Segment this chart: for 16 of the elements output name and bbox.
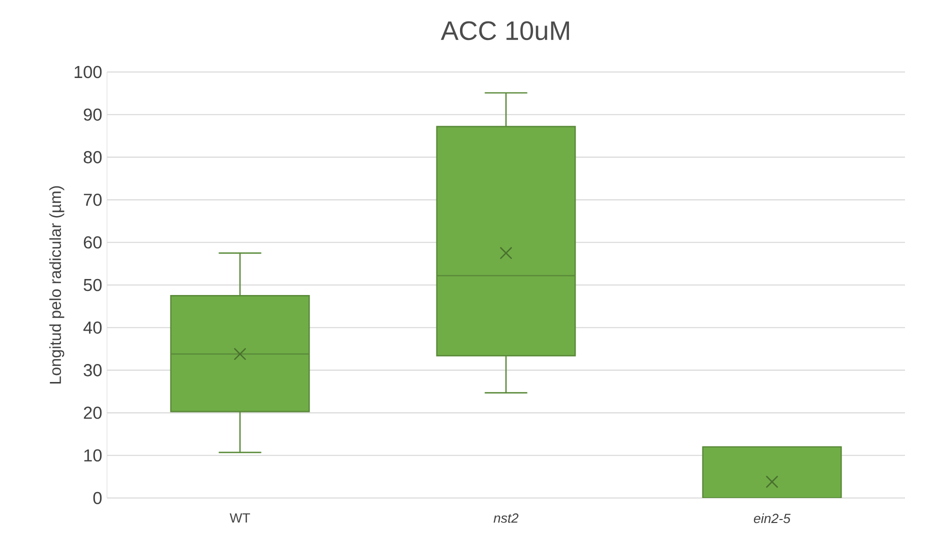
y-tick-label: 10 bbox=[84, 449, 102, 462]
y-tick-label: 100 bbox=[74, 66, 102, 78]
y-axis-title: Longitud pelo radicular (µm) bbox=[49, 186, 64, 384]
chart-title: ACC 10uM bbox=[440, 21, 569, 40]
y-tick-label: 20 bbox=[84, 406, 102, 419]
y-tick-label: 40 bbox=[83, 321, 102, 334]
x-tick-label: WT bbox=[230, 513, 250, 523]
y-tick-label: 90 bbox=[84, 108, 102, 121]
x-tick-label: ein2-5 bbox=[754, 513, 791, 524]
y-tick-label: 60 bbox=[84, 236, 102, 249]
x-tick-label: nst2 bbox=[494, 513, 518, 523]
y-tick-label: 80 bbox=[84, 151, 102, 164]
y-tick-label: 30 bbox=[84, 364, 102, 376]
y-tick-label: 0 bbox=[93, 492, 102, 504]
y-tick-label: 70 bbox=[84, 194, 102, 206]
y-tick-label: 50 bbox=[84, 278, 102, 292]
